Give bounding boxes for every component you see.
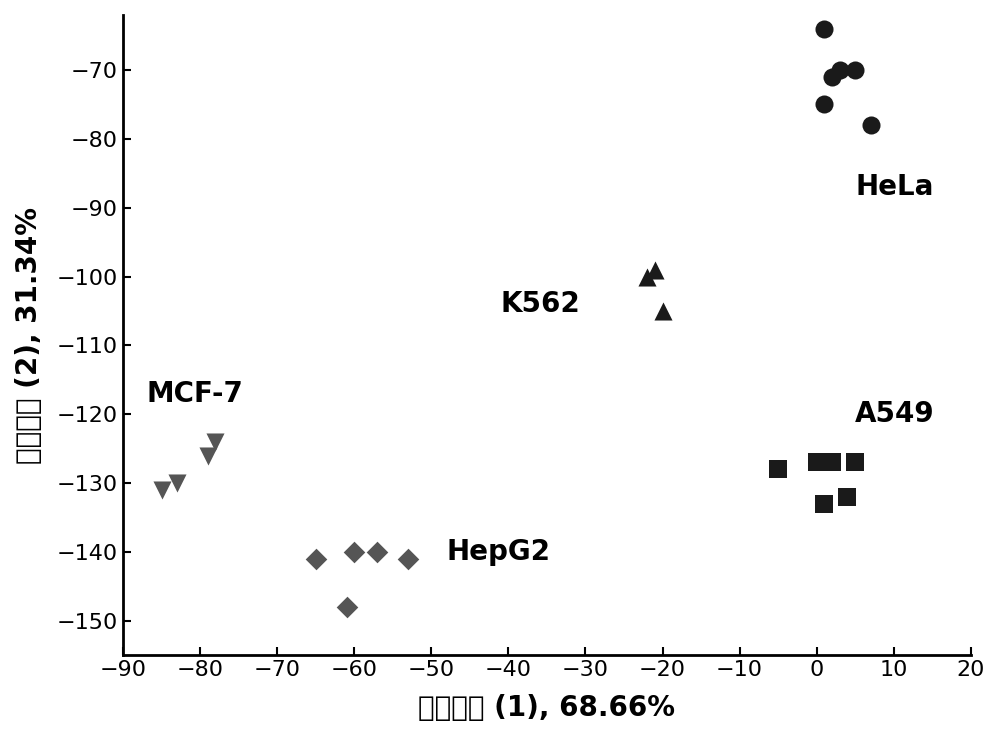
Text: HeLa: HeLa <box>855 173 934 201</box>
Point <box>639 270 655 282</box>
Point <box>847 457 863 469</box>
Point <box>832 64 848 76</box>
X-axis label: 判别因子 (1), 68.66%: 判别因子 (1), 68.66% <box>418 694 675 722</box>
Text: A549: A549 <box>855 400 935 428</box>
Point <box>339 601 355 613</box>
Point <box>824 457 840 469</box>
Point <box>655 305 671 317</box>
Point <box>847 64 863 76</box>
Point <box>154 484 170 496</box>
Point <box>369 546 385 558</box>
Point <box>809 457 825 469</box>
Point <box>346 546 362 558</box>
Point <box>308 553 324 565</box>
Text: MCF-7: MCF-7 <box>146 380 243 408</box>
Point <box>816 498 832 510</box>
Point <box>863 119 879 131</box>
Point <box>816 23 832 35</box>
Point <box>816 99 832 111</box>
Point <box>839 491 855 503</box>
Point <box>770 464 786 475</box>
Text: K562: K562 <box>501 290 580 318</box>
Text: HepG2: HepG2 <box>447 538 551 566</box>
Point <box>207 436 223 448</box>
Y-axis label: 判别因子 (2), 31.34%: 判别因子 (2), 31.34% <box>15 206 43 464</box>
Point <box>400 553 416 565</box>
Point <box>169 478 185 489</box>
Point <box>200 450 216 461</box>
Point <box>647 264 663 276</box>
Point <box>824 71 840 83</box>
